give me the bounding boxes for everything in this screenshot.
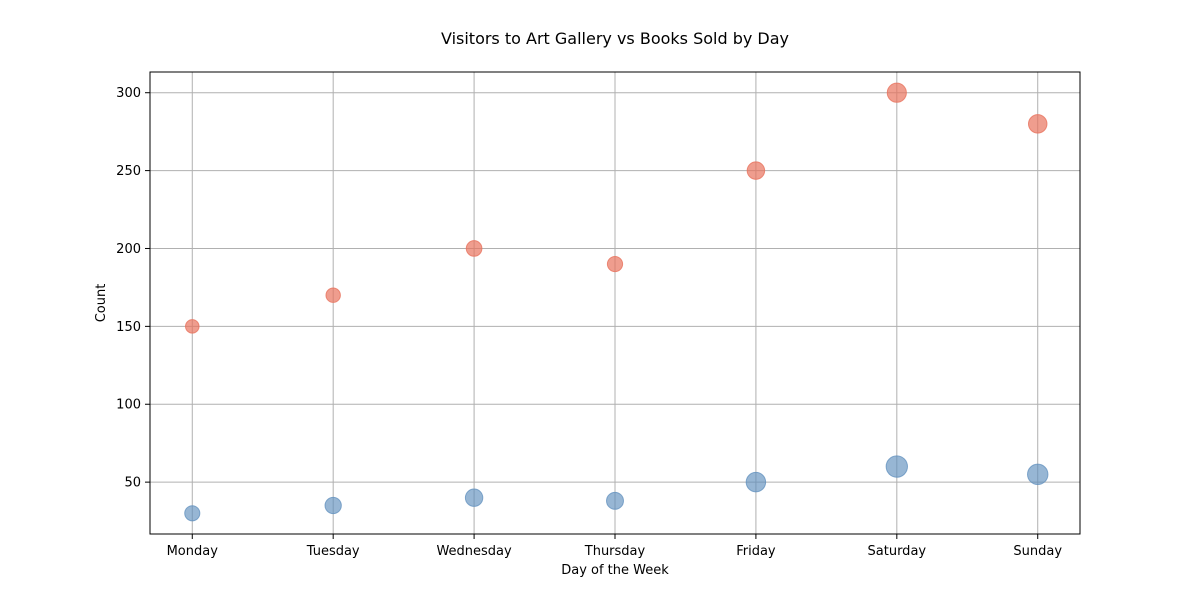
x-tick-label: Monday <box>167 544 219 559</box>
data-point <box>186 320 200 334</box>
x-tick-label: Sunday <box>1013 544 1062 559</box>
x-tick-label: Thursday <box>584 544 646 559</box>
y-tick-label: 300 <box>116 86 141 101</box>
grid-lines <box>150 72 1080 534</box>
x-axis-label: Day of the Week <box>561 563 669 578</box>
data-point <box>325 497 341 513</box>
data-point <box>465 489 482 506</box>
data-point <box>746 472 765 491</box>
data-point <box>747 162 764 179</box>
data-point <box>466 241 482 257</box>
x-tick-label: Tuesday <box>306 544 360 559</box>
y-tick-label: 200 <box>116 242 141 257</box>
data-point <box>326 288 340 302</box>
data-points <box>185 83 1048 521</box>
axis-ticks: Monday Tuesday Wednesday Thursday Friday Satu… <box>116 86 1062 559</box>
data-point <box>886 456 907 477</box>
x-tick-label: Friday <box>736 544 776 559</box>
y-tick-label: 250 <box>116 164 141 179</box>
y-tick-label: 50 <box>124 476 141 491</box>
data-point <box>607 492 624 509</box>
x-tick-label: Saturday <box>868 544 927 559</box>
data-point <box>607 256 622 271</box>
y-axis-label: Count <box>94 284 109 323</box>
data-point <box>185 506 200 521</box>
data-point <box>1028 115 1046 133</box>
data-point <box>1028 464 1048 484</box>
data-point <box>887 83 906 102</box>
x-tick-label: Wednesday <box>436 544 512 559</box>
y-tick-label: 150 <box>116 320 141 335</box>
chart-title: Visitors to Art Gallery vs Books Sold by… <box>441 29 789 48</box>
y-tick-label: 100 <box>116 398 141 413</box>
